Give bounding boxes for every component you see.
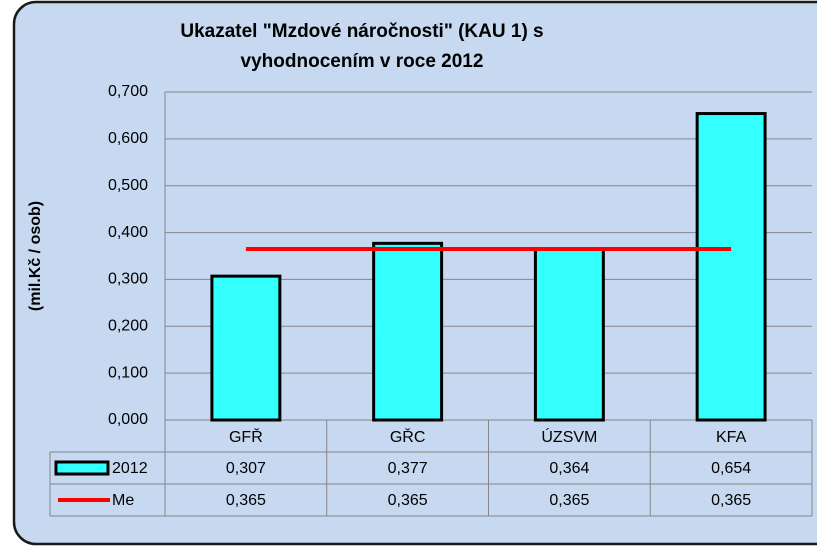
data-label: 0,365 xyxy=(388,492,428,509)
bar xyxy=(695,112,767,422)
legend-label: Me xyxy=(112,492,134,509)
bar xyxy=(372,241,444,422)
y-tick-label: 0,500 xyxy=(108,177,148,194)
legend-label: 2012 xyxy=(112,460,148,477)
x-tick-label: ÚZSVM xyxy=(541,427,597,446)
y-axis-label: (mil.Kč / osob) xyxy=(27,201,44,311)
chart-title: Ukazatel "Mzdové náročnosti" (KAU 1) s xyxy=(180,21,543,42)
data-label: 0,307 xyxy=(226,460,266,477)
data-label: 0,364 xyxy=(549,460,589,477)
y-tick-label: 0,200 xyxy=(108,318,148,335)
x-tick-label: GFŘ xyxy=(229,427,263,446)
bar xyxy=(210,274,282,422)
y-tick-label: 0,400 xyxy=(108,224,148,241)
y-tick-label: 0,100 xyxy=(108,364,148,381)
y-tick-label: 0,600 xyxy=(108,130,148,147)
y-tick-label: 0,700 xyxy=(108,83,148,100)
data-label: 0,365 xyxy=(711,492,751,509)
x-tick-label: GŘC xyxy=(390,427,426,446)
data-label: 0,365 xyxy=(226,492,266,509)
data-label: 0,377 xyxy=(388,460,428,477)
legend-key xyxy=(54,460,110,476)
y-tick-label: 0,000 xyxy=(108,411,148,428)
y-tick-label: 0,300 xyxy=(108,271,148,288)
data-label: 0,365 xyxy=(549,492,589,509)
x-tick-label: KFA xyxy=(716,429,747,446)
data-label: 0,654 xyxy=(711,460,751,477)
bar xyxy=(533,247,605,422)
chart-title: vyhodnocením v roce 2012 xyxy=(241,51,484,72)
